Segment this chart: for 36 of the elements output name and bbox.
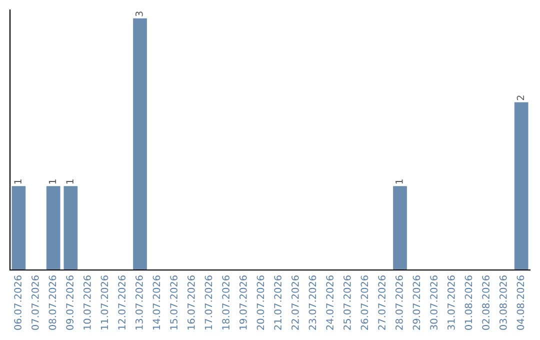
x-tick-label: 04.08.2026 xyxy=(516,275,524,330)
x-tick-label: 18.07.2026 xyxy=(222,275,230,330)
x-tick-label: 12.07.2026 xyxy=(118,275,126,330)
x-tick-label: 26.07.2026 xyxy=(360,275,368,330)
x-tick-label: 24.07.2026 xyxy=(326,275,334,330)
x-tick-label: 01.08.2026 xyxy=(464,275,472,330)
data-label: 1 xyxy=(396,179,403,184)
x-tick-label: 10.07.2026 xyxy=(83,275,91,330)
data-label: 2 xyxy=(516,96,524,100)
data-label: 1 xyxy=(48,179,56,184)
x-tick-label: 15.07.2026 xyxy=(170,275,178,330)
x-tick-label: 19.07.2026 xyxy=(239,275,247,330)
x-tick-label: 08.07.2026 xyxy=(48,275,56,330)
x-tick-label: 22.07.2026 xyxy=(291,275,299,330)
x-tick-label: 25.07.2026 xyxy=(343,275,351,330)
data-label: 1 xyxy=(66,179,74,184)
data-label: 1 xyxy=(14,179,22,184)
x-tick-label: 06.07.2026 xyxy=(14,275,22,330)
x-tick-label: 14.07.2026 xyxy=(152,275,160,330)
x-tick-label: 09.07.2026 xyxy=(66,275,74,330)
x-tick-label: 11.07.2026 xyxy=(100,275,108,330)
x-tick-label: 31.07.2026 xyxy=(447,275,455,330)
x-tick-label: 03.08.2026 xyxy=(499,275,507,330)
x-tick-label: 16.07.2026 xyxy=(187,275,195,330)
x-tick-label: 02.08.2026 xyxy=(482,275,490,330)
x-tick-label: 28.07.2026 xyxy=(395,275,403,330)
x-tick-label: 30.07.2026 xyxy=(430,275,438,330)
x-tick-label: 29.07.2026 xyxy=(412,275,420,330)
x-tick-label: 23.07.2026 xyxy=(308,275,316,330)
data-label: 3 xyxy=(135,12,143,16)
x-tick-label: 17.07.2026 xyxy=(204,275,212,330)
x-tick-label: 13.07.2026 xyxy=(135,275,143,330)
x-tick-label: 07.07.2026 xyxy=(31,275,39,330)
x-tick-label: 20.07.2026 xyxy=(256,275,264,330)
x-tick-label: 21.07.2026 xyxy=(274,275,282,330)
x-tick-label: 27.07.2026 xyxy=(378,275,386,330)
